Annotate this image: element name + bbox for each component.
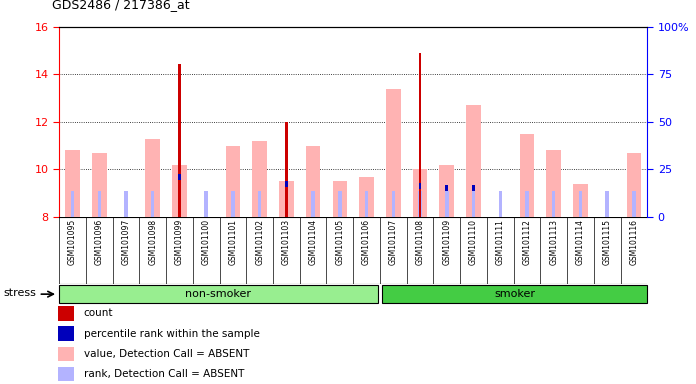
Text: GSM101103: GSM101103 xyxy=(282,219,291,265)
Text: GSM101109: GSM101109 xyxy=(442,219,451,265)
Bar xyxy=(333,181,347,217)
Bar xyxy=(439,165,454,217)
Bar xyxy=(382,285,647,303)
Text: GSM101100: GSM101100 xyxy=(202,219,211,265)
Bar xyxy=(338,191,342,217)
Bar xyxy=(178,174,181,180)
Bar xyxy=(125,191,128,217)
Text: GSM101114: GSM101114 xyxy=(576,219,585,265)
Bar xyxy=(97,191,101,217)
Text: GSM101098: GSM101098 xyxy=(148,219,157,265)
Bar xyxy=(520,134,535,217)
Bar xyxy=(71,191,74,217)
Text: GSM101097: GSM101097 xyxy=(122,219,130,265)
Bar xyxy=(285,122,287,217)
Text: GSM101113: GSM101113 xyxy=(549,219,558,265)
Bar xyxy=(177,191,181,217)
Bar xyxy=(65,151,80,217)
Bar xyxy=(606,191,609,217)
Text: percentile rank within the sample: percentile rank within the sample xyxy=(84,329,260,339)
Bar xyxy=(498,191,502,217)
Text: GSM101099: GSM101099 xyxy=(175,219,184,265)
Bar xyxy=(632,191,635,217)
Bar xyxy=(445,191,448,217)
Text: GSM101111: GSM101111 xyxy=(496,219,505,265)
Bar xyxy=(418,191,422,217)
Text: GSM101102: GSM101102 xyxy=(255,219,264,265)
Bar xyxy=(626,153,641,217)
Bar xyxy=(525,191,529,217)
Bar xyxy=(365,191,368,217)
Bar xyxy=(58,326,74,341)
Bar xyxy=(279,181,294,217)
Text: GSM101101: GSM101101 xyxy=(228,219,237,265)
Bar xyxy=(573,184,588,217)
Bar xyxy=(285,181,287,187)
Bar xyxy=(419,53,421,217)
Bar xyxy=(472,185,475,191)
Bar xyxy=(58,367,74,381)
Text: GSM101106: GSM101106 xyxy=(362,219,371,265)
Bar xyxy=(466,105,481,217)
Bar xyxy=(472,191,475,217)
Bar xyxy=(285,191,288,217)
Bar xyxy=(92,153,106,217)
Text: stress: stress xyxy=(3,288,35,298)
Text: GSM101110: GSM101110 xyxy=(469,219,478,265)
Text: GSM101105: GSM101105 xyxy=(335,219,345,265)
Text: value, Detection Call = ABSENT: value, Detection Call = ABSENT xyxy=(84,349,249,359)
Text: GSM101104: GSM101104 xyxy=(308,219,317,265)
Bar xyxy=(419,183,421,189)
Text: rank, Detection Call = ABSENT: rank, Detection Call = ABSENT xyxy=(84,369,244,379)
Bar xyxy=(552,191,555,217)
Bar xyxy=(226,146,240,217)
Bar xyxy=(258,191,262,217)
Bar xyxy=(205,191,208,217)
Bar xyxy=(172,165,187,217)
Text: GDS2486 / 217386_at: GDS2486 / 217386_at xyxy=(52,0,190,12)
Bar xyxy=(311,191,315,217)
Bar xyxy=(413,169,427,217)
Bar xyxy=(231,191,235,217)
Text: GSM101108: GSM101108 xyxy=(416,219,425,265)
Bar xyxy=(306,146,320,217)
Text: GSM101095: GSM101095 xyxy=(68,219,77,265)
Bar xyxy=(546,151,561,217)
Text: GSM101112: GSM101112 xyxy=(523,219,532,265)
Bar xyxy=(445,185,448,191)
Bar xyxy=(578,191,582,217)
Bar xyxy=(253,141,267,217)
Bar xyxy=(151,191,155,217)
Text: GSM101115: GSM101115 xyxy=(603,219,612,265)
Bar xyxy=(145,139,160,217)
Bar xyxy=(386,89,401,217)
Bar xyxy=(59,285,378,303)
Bar xyxy=(58,306,74,321)
Bar xyxy=(359,177,374,217)
Text: count: count xyxy=(84,308,113,318)
Text: smoker: smoker xyxy=(494,289,535,299)
Text: GSM101107: GSM101107 xyxy=(389,219,398,265)
Bar xyxy=(392,191,395,217)
Text: non-smoker: non-smoker xyxy=(185,289,251,299)
Text: GSM101096: GSM101096 xyxy=(95,219,104,265)
Bar xyxy=(178,64,181,217)
Bar xyxy=(58,346,74,361)
Text: GSM101116: GSM101116 xyxy=(629,219,638,265)
